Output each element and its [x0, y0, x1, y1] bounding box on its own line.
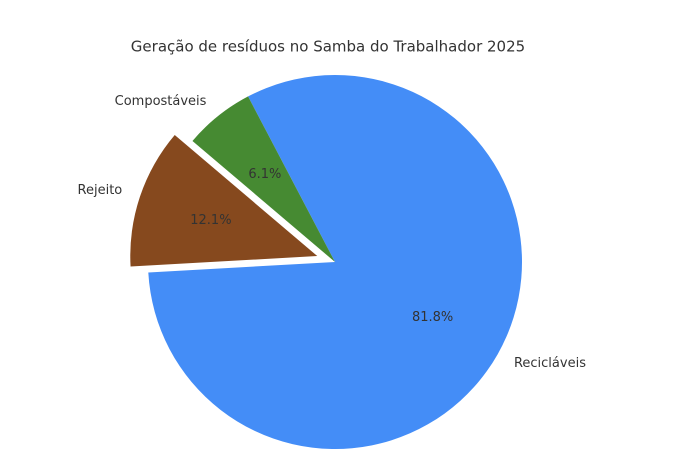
slice-label: Rejeito: [78, 183, 123, 198]
slice-label: Recicláveis: [514, 356, 586, 371]
value-label: 12.1%: [190, 213, 231, 228]
pie-slice: [148, 75, 522, 450]
pie-slice: [130, 134, 318, 267]
slice-label: Compostáveis: [115, 94, 207, 109]
pie-slice: [192, 96, 335, 262]
chart-title: Geração de resíduos no Samba do Trabalha…: [131, 38, 525, 56]
value-label: 6.1%: [248, 167, 281, 182]
value-label: 81.8%: [412, 310, 453, 325]
